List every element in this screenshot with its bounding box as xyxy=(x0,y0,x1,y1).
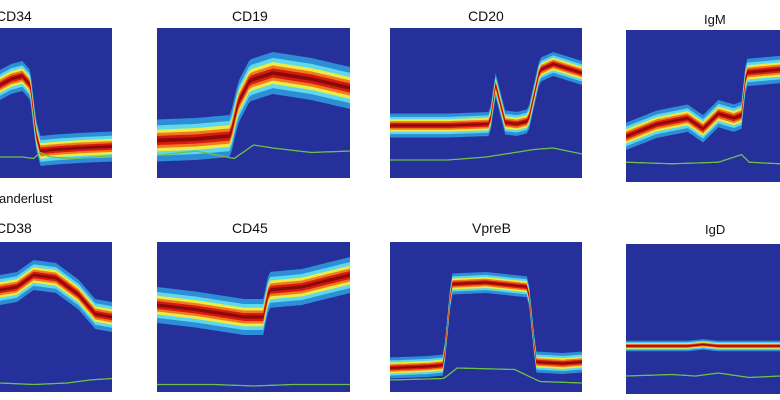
panel-title-cd20: CD20 xyxy=(468,8,504,24)
heatmap-vpreb xyxy=(390,242,582,392)
panel-title-igd: IgD xyxy=(705,222,726,237)
density-trace-line xyxy=(390,367,582,384)
density-trace-line xyxy=(157,144,350,160)
panel-title-cd38: CD38 xyxy=(0,220,32,236)
expression-band-layer-0 xyxy=(390,272,582,379)
density-trace-line xyxy=(626,153,780,165)
density-trace-line xyxy=(390,147,582,161)
expression-band-layer-5 xyxy=(626,68,780,138)
heatmap-background xyxy=(390,28,582,178)
density-trace-line xyxy=(0,377,112,386)
expression-band-layer-5 xyxy=(0,273,112,319)
heatmap-cd45 xyxy=(157,242,350,392)
expression-band-layer-0 xyxy=(390,52,582,138)
expression-band-layer-3 xyxy=(0,269,112,323)
heatmap-cd19 xyxy=(157,28,350,178)
density-trace-line xyxy=(0,151,112,160)
panel-title-cd34: CD34 xyxy=(0,8,32,24)
expression-band-layer-4 xyxy=(157,68,350,146)
panel-title-vpreb: VpreB xyxy=(472,220,511,236)
heatmap-igd xyxy=(626,244,780,394)
expression-band-layer-5 xyxy=(626,344,780,347)
heatmap-igm xyxy=(626,30,780,182)
expression-band-layer-4 xyxy=(390,280,582,371)
panel-title-cd19: CD19 xyxy=(232,8,268,24)
row-label: anderlust xyxy=(0,191,53,206)
panel-title-cd45: CD45 xyxy=(232,220,268,236)
expression-band-layer-4 xyxy=(626,66,780,140)
heatmap-cd34 xyxy=(0,28,112,178)
density-trace-line xyxy=(626,372,780,379)
heatmap-background xyxy=(626,30,780,182)
density-trace-line xyxy=(157,383,350,387)
expression-band-layer-1 xyxy=(390,274,582,376)
expression-band-layer-4 xyxy=(157,271,350,321)
heatmap-background xyxy=(626,244,780,394)
heatmap-cd38 xyxy=(0,242,112,392)
panel-title-igm: IgM xyxy=(704,12,726,27)
heatmap-cd20 xyxy=(390,28,582,178)
